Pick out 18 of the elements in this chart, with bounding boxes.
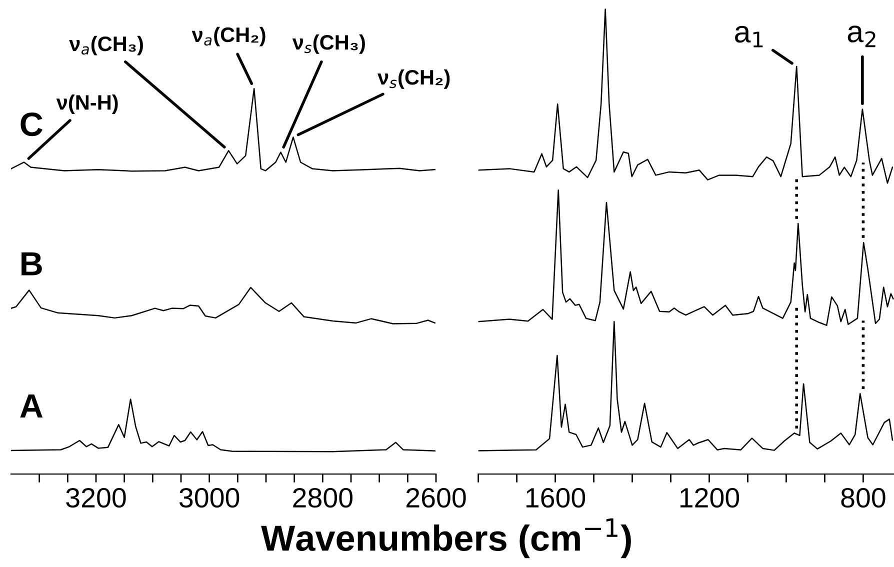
series-label: A <box>20 394 43 418</box>
x-tick-label: 2600 <box>406 488 466 508</box>
x-tick-label: 1200 <box>680 488 740 508</box>
annotation: a$_{1}$ <box>735 26 763 48</box>
x-tick-label: 800 <box>841 488 886 508</box>
annotation: ν(N-H) <box>56 94 118 114</box>
annotation: ν$_{a}$(CH₃) <box>69 36 143 56</box>
annotation: ν$_{a}$(CH₂) <box>192 26 266 46</box>
x-tick-label: 2800 <box>293 488 352 508</box>
series-label: C <box>20 112 42 136</box>
x-axis-title: Wavenumbers (cm$^{−1}$) <box>261 518 631 558</box>
series-label: B <box>22 252 42 276</box>
annotation: a$_{2}$ <box>848 26 876 48</box>
x-tick-label: 3200 <box>66 488 126 508</box>
annotation: ν$_{s}$(CH₂) <box>378 69 450 89</box>
x-tick-label: 3000 <box>180 488 240 508</box>
annotation: ν$_{s}$(CH₃) <box>292 34 365 54</box>
x-tick-label: 1600 <box>526 488 586 508</box>
